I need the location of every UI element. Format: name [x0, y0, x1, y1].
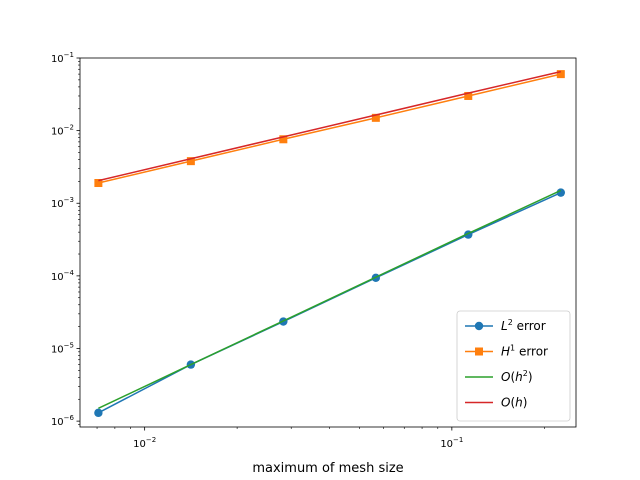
y-tick-label: 10−4	[51, 269, 75, 283]
x-tick-label: 10−1	[440, 436, 463, 450]
series-3	[98, 189, 562, 410]
y-tick-label: 10−6	[51, 414, 75, 428]
axes-frame	[79, 57, 577, 428]
legend-item: H1 error	[465, 344, 548, 359]
series-line	[98, 189, 562, 410]
legend: L2 error H1 error O(h2) O(h)	[456, 310, 571, 422]
series-line	[98, 70, 561, 182]
y-tick-label: 10−2	[51, 124, 74, 138]
y-tick-label: 10−1	[51, 51, 74, 65]
series-2	[94, 70, 565, 188]
legend-item: O(h)	[465, 396, 527, 410]
legend-label: O(h)	[501, 396, 527, 410]
legend-marker	[475, 347, 483, 356]
legend-marker	[474, 321, 484, 331]
data-point	[371, 113, 380, 122]
data-point	[186, 157, 195, 166]
legend-item: L2 error	[465, 318, 546, 333]
y-axis-ticks: 10−6 10−5 10−4 10−3 10−2 10−1	[51, 51, 80, 428]
data-point	[556, 188, 566, 197]
series-layer	[94, 70, 566, 418]
data-point	[556, 70, 565, 79]
y-tick-label: 10−5	[51, 341, 74, 355]
x-axis-label: maximum of mesh size	[252, 461, 403, 476]
x-axis-ticks: 10−2 10−1	[96, 427, 545, 450]
series-line	[98, 73, 561, 184]
data-point	[464, 91, 473, 100]
legend-frame	[456, 310, 571, 422]
data-point	[94, 408, 103, 418]
data-point	[279, 135, 288, 144]
y-tick-label: 10−3	[51, 196, 74, 210]
series-4	[98, 70, 561, 182]
x-tick-label: 10−2	[133, 436, 156, 450]
data-point	[94, 179, 103, 188]
legend-label: L2 error	[501, 318, 546, 333]
legend-label: H1 error	[501, 344, 548, 359]
legend-label: O(h2)	[501, 369, 533, 384]
legend-item: O(h2)	[465, 369, 533, 384]
